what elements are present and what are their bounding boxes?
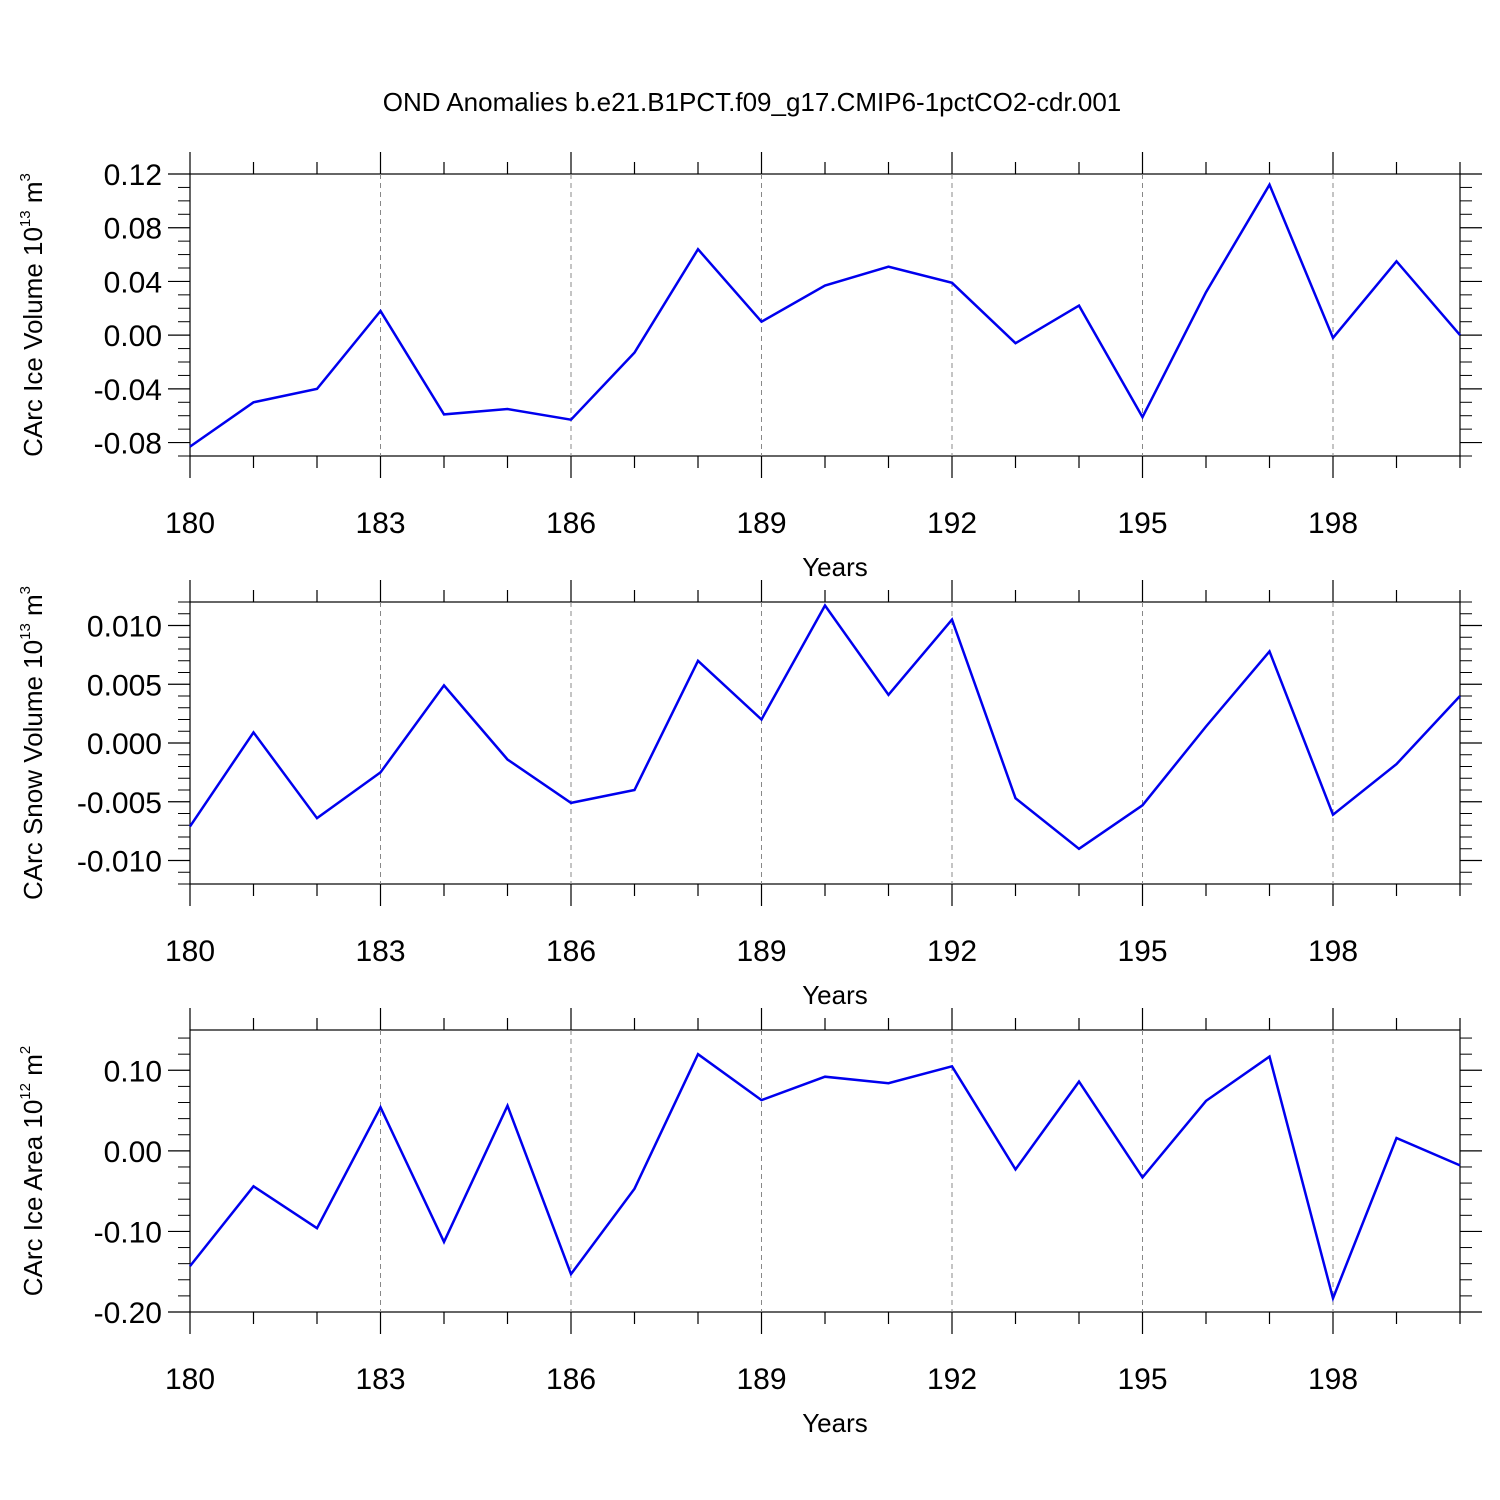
x-axis-label: Years	[802, 1408, 868, 1438]
y-tick-label: -0.20	[94, 1297, 162, 1330]
series-line	[188, 603, 1461, 851]
x-tick-label: 198	[1308, 935, 1358, 968]
plot-frame	[189, 173, 1461, 457]
y-tick-label: -0.005	[77, 787, 162, 820]
panel-1: 180 183 186 189 192 195 198 -0.08 -0.04 0.00 0.04 0…	[17, 152, 1482, 582]
y-tick-label: 0.12	[104, 159, 162, 192]
panel-2: 180 183 186 189 192 195 198 -0.010 -0.005 0.000 0.…	[17, 580, 1482, 1010]
y-tick-label: -0.010	[77, 846, 162, 879]
y-axis-label: CArc Ice Volume 1013 m3	[17, 173, 48, 457]
y-tick-label: -0.08	[94, 428, 162, 461]
x-tick-label: 189	[736, 935, 786, 968]
y-tick-label: 0.010	[87, 611, 162, 644]
y-tick-label: 0.00	[104, 1136, 162, 1169]
x-tick-label: 198	[1308, 507, 1358, 540]
x-tick-label: 195	[1117, 1363, 1167, 1396]
chart-title: OND Anomalies b.e21.B1PCT.f09_g17.CMIP6-…	[383, 87, 1122, 117]
x-tick-label: 198	[1308, 1363, 1358, 1396]
y-tick-label: 0.000	[87, 728, 162, 761]
x-tick-label: 195	[1117, 507, 1167, 540]
x-tick-label: 183	[355, 1363, 405, 1396]
y-tick-label: 0.04	[104, 266, 162, 299]
series-line	[189, 1052, 1461, 1303]
x-tick-label: 180	[165, 507, 215, 540]
y-tick-label: -0.04	[94, 374, 162, 407]
x-tick-label: 180	[165, 1363, 215, 1396]
y-tick-label: -0.10	[94, 1216, 162, 1249]
y-tick-label: 0.005	[87, 669, 162, 702]
y-axis-label: CArc Ice Area 1012 m2	[17, 1046, 48, 1296]
x-tick-label: 192	[927, 1363, 977, 1396]
x-tick-label: 189	[736, 507, 786, 540]
x-tick-label: 186	[546, 1363, 596, 1396]
x-tick-label: 186	[546, 935, 596, 968]
x-tick-label: 180	[165, 935, 215, 968]
panel-3: 180 183 186 189 192 195 198 -0.20 -0.10 0.00 0.10 Y…	[17, 1008, 1482, 1438]
x-tick-label: 186	[546, 507, 596, 540]
y-tick-label: 0.10	[104, 1055, 162, 1088]
x-tick-label: 183	[355, 935, 405, 968]
plot-frame	[189, 601, 1461, 885]
x-tick-label: 192	[927, 935, 977, 968]
x-tick-label: 189	[736, 1363, 786, 1396]
x-axis-label: Years	[802, 980, 868, 1010]
x-tick-label: 183	[355, 507, 405, 540]
series-line	[189, 181, 1461, 448]
x-axis-label: Years	[802, 552, 868, 582]
y-axis-label: CArc Snow Volume 1013 m3	[17, 586, 48, 900]
x-tick-label: 192	[927, 507, 977, 540]
x-tick-label: 195	[1117, 935, 1167, 968]
y-tick-label: 0.08	[104, 213, 162, 246]
y-tick-label: 0.00	[104, 320, 162, 353]
plot-frame	[189, 1029, 1461, 1313]
